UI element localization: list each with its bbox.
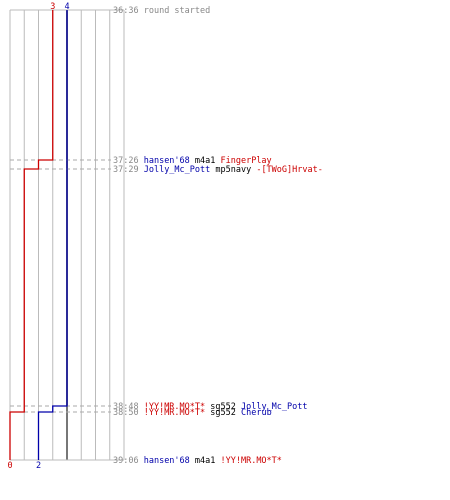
event-text-part: Jolly_Mc_Pott xyxy=(236,402,308,412)
event-log-layer: 36:36 round started 37:26 hansen'68 m4a1 … xyxy=(113,6,323,466)
count-label-layer: 4 2 3 0 xyxy=(7,2,69,471)
event-text-part: sg552 xyxy=(205,402,236,412)
event-timestamp: 39:06 xyxy=(113,456,144,466)
red-start-count-label: 3 xyxy=(50,2,55,12)
event-text-part: FingerPlay xyxy=(215,156,271,166)
series-layer xyxy=(9,10,68,460)
event-timestamp: 38:50 xyxy=(113,408,144,418)
event-log-entry: 39:06 hansen'68 m4a1 !YY!MR.MO*T* xyxy=(113,456,282,466)
event-text-part: Jolly_Mc_Pott xyxy=(144,165,211,175)
event-text-part: m4a1 xyxy=(190,456,216,466)
event-timestamp: 37:29 xyxy=(113,165,144,175)
event-text-part: Cherub xyxy=(236,408,272,418)
event-text-part: hansen'68 xyxy=(144,456,190,466)
event-log-entry: 37:26 hansen'68 m4a1 FingerPlay xyxy=(113,156,272,166)
event-text-part: round started xyxy=(144,6,211,16)
blue-end-count-label: 2 xyxy=(36,461,41,471)
red-team-alive-line xyxy=(9,10,54,460)
event-log-entry: 38:50 !YY!MR.MO*T* sg552 Cherub xyxy=(113,408,272,418)
event-log-entry: 38:48 !YY!MR.MO*T* sg552 Jolly_Mc_Pott xyxy=(113,402,308,412)
blue-start-count-label: 4 xyxy=(64,2,69,12)
blue-team-alive-line xyxy=(37,10,68,460)
event-log-entry: 37:29 Jolly_Mc_Pott mp5navy -[TWoG]Hrvat… xyxy=(113,165,323,175)
event-text-part: !YY!MR.MO*T* xyxy=(144,402,205,412)
event-text-part: m4a1 xyxy=(190,156,216,166)
event-text-part: hansen'68 xyxy=(144,156,190,166)
event-timestamp: 37:26 xyxy=(113,156,144,166)
red-end-count-label: 0 xyxy=(7,461,12,471)
event-text-part: -[TWoG]Hrvat- xyxy=(251,165,323,175)
event-text-part: !YY!MR.MO*T* xyxy=(215,456,282,466)
event-timestamp: 36:36 xyxy=(113,6,144,16)
event-text-part: mp5navy xyxy=(210,165,251,175)
event-text-part: sg552 xyxy=(205,408,236,418)
event-text-part: !YY!MR.MO*T* xyxy=(144,408,205,418)
event-log-entry: 36:36 round started xyxy=(113,6,210,16)
event-timestamp: 38:48 xyxy=(113,402,144,412)
